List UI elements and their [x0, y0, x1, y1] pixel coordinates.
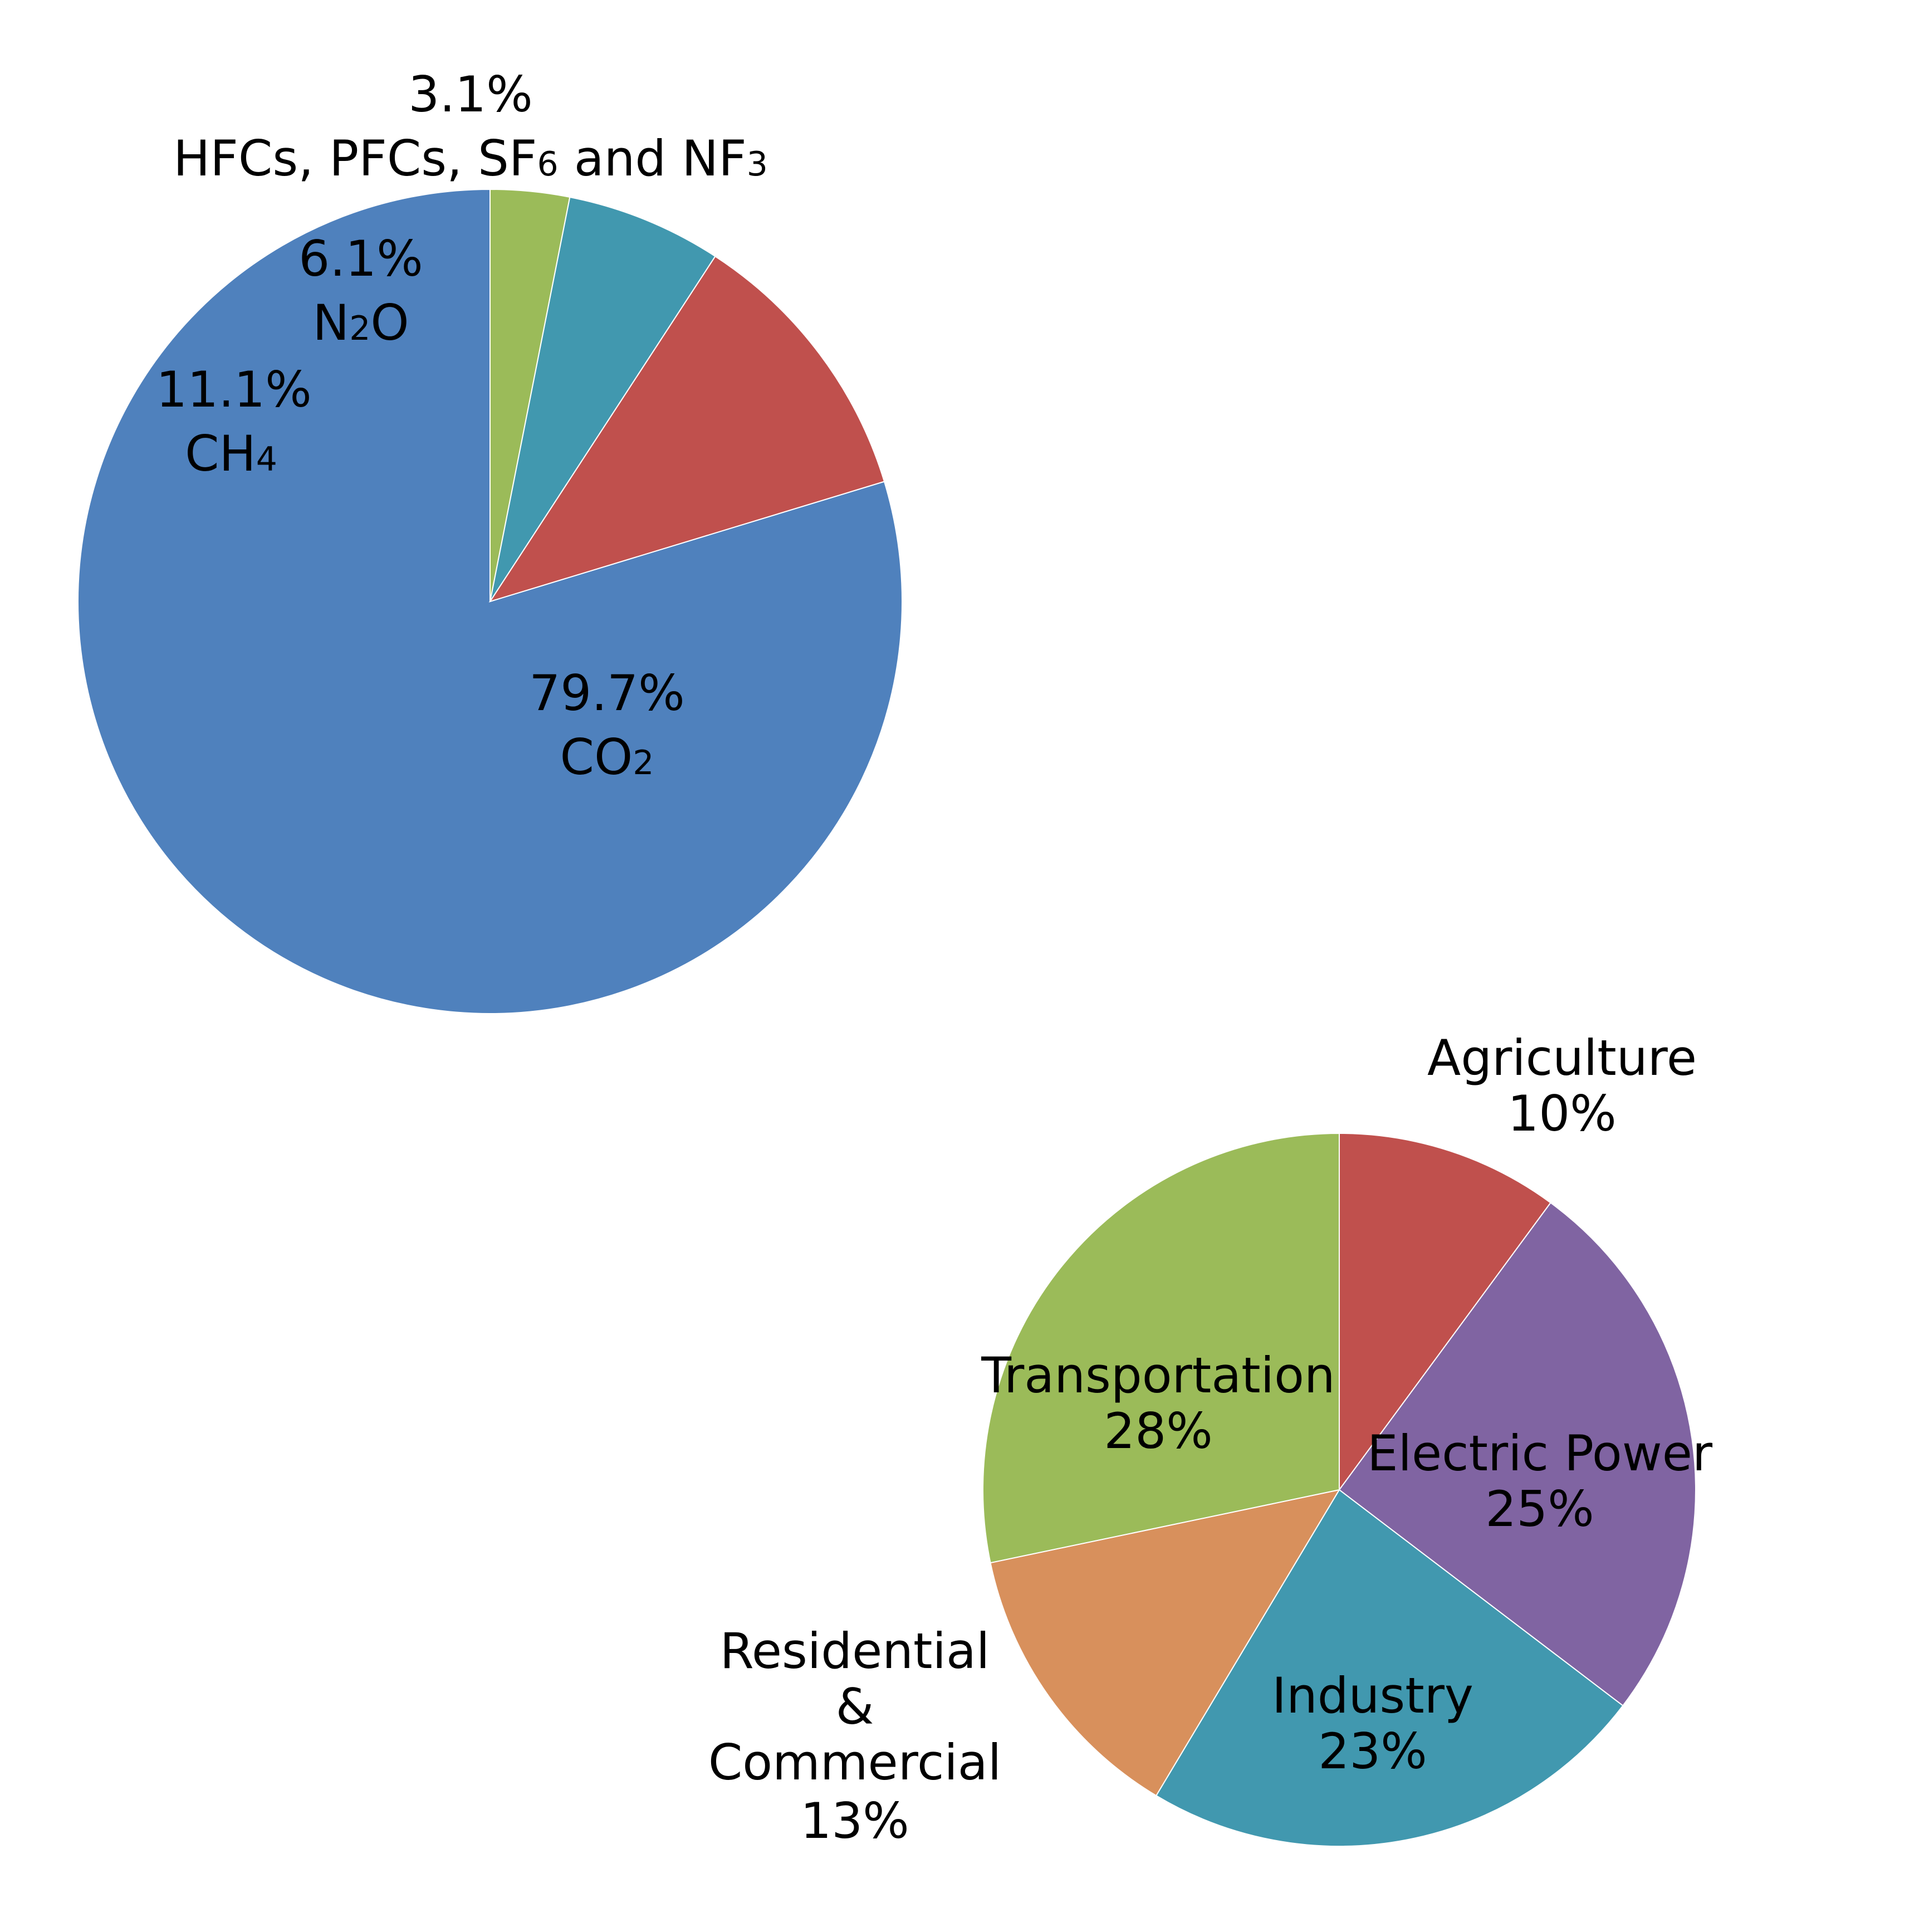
pie1-slice-hfcs-pfcs-sf-and-nf [489, 188, 571, 602]
gas-pie-chart: 79.7% CO2 11.1% CH4 6.1% N2O 3.1% HFCs, … [77, 66, 903, 1014]
agriculture-percent-label: 10% [1507, 1085, 1617, 1142]
electric-power-percent-label: 25% [1485, 1480, 1594, 1538]
pie2-slice-agriculture [1339, 1132, 1551, 1492]
industry-percent-label: 23% [1318, 1723, 1427, 1780]
n2o-percent-label: 6.1% [298, 230, 423, 287]
sector-pie-chart: Agriculture 10% Electric Power 25% Indus… [708, 1029, 1713, 1850]
pie2-slice-industry [1155, 1489, 1624, 1847]
n2o-name-label: N2O [312, 294, 409, 351]
residential-line3-label: Commercial [708, 1734, 1001, 1791]
hfc-name-label: HFCs, PFCs, SF6 and NF3 [173, 130, 768, 187]
transportation-name-label: Transportation [981, 1347, 1335, 1404]
agriculture-name-label: Agriculture [1427, 1029, 1697, 1087]
industry-name-label: Industry [1272, 1667, 1473, 1724]
pie2-slice-transportation [982, 1132, 1340, 1564]
co2-percent-label: 79.7% [529, 664, 685, 722]
pie1-slice-ch [488, 255, 885, 603]
electric-power-name-label: Electric Power [1367, 1425, 1713, 1482]
pie2-slice-electric-power [1338, 1202, 1696, 1706]
residential-line2-label: & [836, 1678, 874, 1735]
ch4-percent-label: 11.1% [156, 361, 312, 418]
transportation-percent-label: 28% [1104, 1402, 1213, 1460]
hfc-percent-label: 3.1% [408, 66, 533, 123]
residential-line1-label: Residential [720, 1622, 990, 1680]
pie1-slice-n-o [489, 196, 716, 602]
residential-percent-label: 13% [800, 1792, 909, 1850]
co2-name-label: CO2 [560, 728, 654, 786]
pie2-slice-residential-commercial [990, 1489, 1341, 1797]
ch4-name-label: CH4 [185, 425, 277, 482]
